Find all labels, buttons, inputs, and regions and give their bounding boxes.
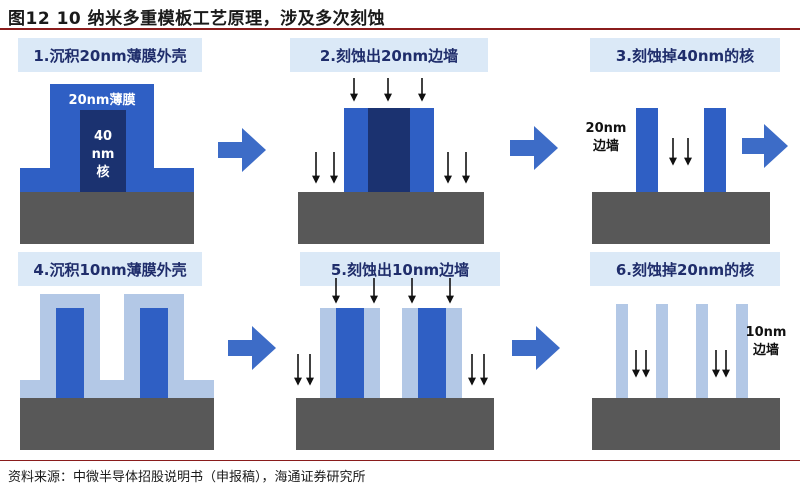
flow-arrow-2-to-3	[510, 126, 558, 170]
sidewall-10nm	[656, 304, 668, 398]
sidewall-10nm	[364, 308, 380, 398]
sidewall-10nm	[320, 308, 336, 398]
step-4-label: 4.沉积10nm薄膜外壳	[18, 252, 202, 286]
flow-arrow-1-to-2	[218, 128, 266, 172]
panel-2	[298, 78, 484, 244]
sidewall-right-20nm	[704, 108, 726, 192]
sidewall-20nm	[56, 308, 84, 398]
panel-5	[294, 278, 494, 450]
step-6-label: 6.刻蚀掉20nm的核	[590, 252, 780, 286]
step-2-label: 2.刻蚀出20nm边墙	[290, 38, 488, 72]
flow-arrow-4-to-5	[228, 326, 276, 370]
title-divider	[0, 28, 800, 30]
film-label-20nm: 20nm薄膜	[69, 92, 136, 108]
core-40nm	[368, 108, 410, 192]
flow-arrow-out	[742, 124, 788, 168]
step-1-label: 1.沉积20nm薄膜外壳	[18, 38, 202, 72]
panel-1: 20nm薄膜 40 nm 核	[20, 84, 194, 244]
core-size-label: 40	[94, 129, 112, 144]
substrate	[296, 398, 494, 450]
substrate	[298, 192, 484, 244]
etch-arrows	[312, 78, 470, 184]
step-3-label: 3.刻蚀掉40nm的核	[590, 38, 780, 72]
flow-arrow-5-to-6	[512, 326, 560, 370]
substrate	[20, 192, 194, 244]
core-word-label: 核	[96, 164, 109, 180]
sidewall-10nm	[616, 304, 628, 398]
sidewall-10nm	[696, 304, 708, 398]
sidewall-10nm	[446, 308, 462, 398]
core-20nm	[418, 308, 446, 398]
sidewall-10nm	[402, 308, 418, 398]
sidewall-left-20nm	[344, 108, 368, 192]
etch-arrows	[632, 350, 730, 378]
sidewall-right-20nm	[410, 108, 434, 192]
wall-label-10nm-line1: 10nm	[746, 325, 787, 340]
core-unit-label: nm	[92, 147, 115, 162]
etch-arrows	[669, 138, 692, 166]
substrate	[592, 192, 770, 244]
panel-3: 20nm 边墙	[586, 108, 788, 244]
wall-label-10nm-line2: 边墙	[752, 342, 779, 358]
sidewall-10nm	[736, 304, 748, 398]
core-20nm	[336, 308, 364, 398]
wall-label-20nm-line1: 20nm	[586, 121, 627, 136]
step-5-label: 5.刻蚀出10nm边墙	[300, 252, 500, 286]
substrate	[592, 398, 780, 450]
panel-4	[20, 294, 214, 450]
etch-arrows	[294, 278, 488, 386]
core-40nm	[80, 110, 126, 192]
sidewall-20nm	[140, 308, 168, 398]
panel-6: 10nm 边墙	[592, 304, 786, 450]
wall-label-20nm-line2: 边墙	[592, 138, 619, 154]
source-divider	[0, 460, 800, 461]
source-note: 资料来源：中微半导体招股说明书（申报稿），海通证券研究所	[8, 470, 366, 485]
deposited-film-10nm	[20, 294, 214, 398]
figure-title: 图12 10 纳米多重模板工艺原理，涉及多次刻蚀	[8, 9, 386, 29]
substrate	[20, 398, 214, 450]
sidewall-left-20nm	[636, 108, 658, 192]
